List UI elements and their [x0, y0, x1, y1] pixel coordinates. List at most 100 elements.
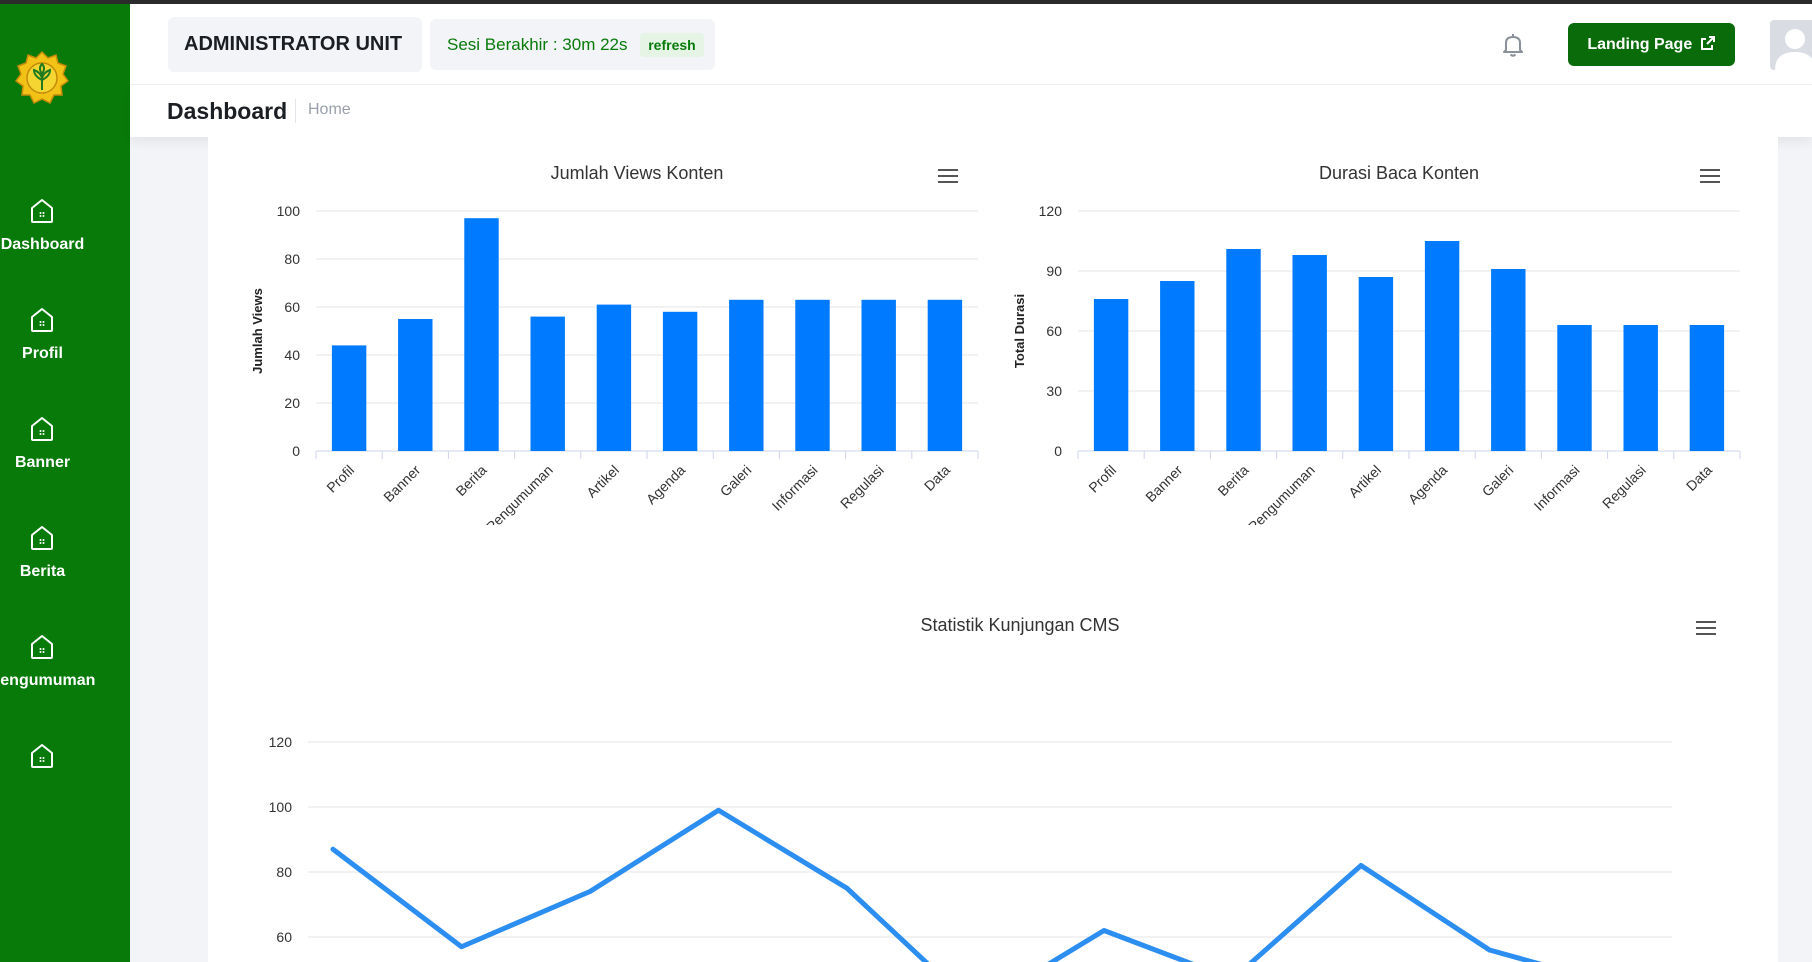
- bar: [1623, 325, 1658, 451]
- bar: [1557, 325, 1592, 451]
- bar: [729, 299, 764, 451]
- chart-title: Statistik Kunjungan CMS: [920, 615, 1119, 635]
- sidebar-item-more[interactable]: [0, 739, 130, 835]
- bar: [1160, 281, 1195, 451]
- y-tick-label: 100: [277, 203, 301, 219]
- x-tick-label: Artikel: [583, 462, 622, 501]
- avatar[interactable]: [1770, 20, 1812, 70]
- sidebar-item-banner[interactable]: Banner: [0, 412, 130, 508]
- x-tick-label: Data: [921, 462, 953, 494]
- visits-line-chart: Statistik Kunjungan CMS406080100120: [269, 615, 1716, 962]
- dashboard-charts-card: Jumlah Views Konten 0 20 40 60 80 100 Jumlah Vi…: [208, 137, 1778, 962]
- home-icon: [31, 744, 53, 768]
- x-tick-label: Artikel: [1345, 462, 1384, 501]
- x-tick-label: Regulasi: [837, 462, 887, 512]
- y-tick-label: 60: [1046, 323, 1062, 339]
- x-tick-label: Berita: [1214, 462, 1251, 499]
- y-tick-label: 60: [284, 299, 300, 315]
- x-tick-label: Agenda: [643, 462, 689, 508]
- y-tick-label: 80: [276, 864, 292, 880]
- bell-icon[interactable]: [1498, 30, 1528, 60]
- y-tick-label: 0: [292, 443, 300, 459]
- chart-title: Jumlah Views Konten: [551, 163, 724, 183]
- bar: [464, 218, 499, 451]
- ministry-logo[interactable]: [14, 50, 70, 106]
- home-icon: [31, 417, 53, 441]
- session-time: 30m 22s: [562, 35, 628, 54]
- bar: [1689, 325, 1725, 451]
- window-top-border: [0, 0, 1812, 4]
- bar: [1424, 241, 1460, 451]
- x-tick-label: Profil: [1085, 462, 1119, 496]
- bar: [795, 299, 830, 451]
- home-icon: [31, 308, 53, 332]
- sidebar-item-label: Pengumuman: [0, 672, 96, 689]
- bar: [596, 304, 632, 451]
- bar: [662, 311, 698, 451]
- y-axis-title: Jumlah Views: [250, 288, 265, 374]
- external-link-icon: [1700, 36, 1715, 50]
- sidebar-item-label: Dashboard: [0, 236, 85, 253]
- sidebar-item-pengumuman[interactable]: Pengumuman: [0, 630, 130, 726]
- landing-page-button[interactable]: Landing Page: [1568, 23, 1735, 66]
- y-tick-label: 30: [1046, 383, 1062, 399]
- refresh-button[interactable]: refresh: [640, 33, 704, 57]
- session-label: Sesi Berakhir :: [447, 35, 558, 54]
- unit-title: ADMINISTRATOR UNIT: [168, 17, 422, 72]
- sidebar: Dashboard Profil Banner Berita Pengumuma…: [0, 4, 130, 962]
- x-tick-label: Agenda: [1405, 462, 1451, 508]
- duration-bar-chart: Durasi Baca Konten 0 30 60 90 120 Total Durasi…: [1012, 163, 1741, 525]
- x-tick-label: Banner: [1142, 462, 1185, 505]
- bar: [861, 299, 896, 451]
- sidebar-item-dashboard[interactable]: Dashboard: [0, 194, 130, 290]
- x-tick-label: Data: [1683, 462, 1715, 494]
- y-tick-label: 120: [1039, 203, 1063, 219]
- home-icon: [31, 526, 53, 550]
- sidebar-item-label: Berita: [19, 563, 66, 580]
- page-title: Dashboard: [167, 98, 288, 124]
- y-tick-label: 60: [276, 929, 292, 945]
- x-tick-label: Profil: [323, 462, 357, 496]
- landing-page-label: Landing Page: [1587, 36, 1693, 53]
- top-header: ADMINISTRATOR UNIT Sesi Berakhir : 30m 2…: [130, 4, 1812, 85]
- x-tick-label: Berita: [452, 462, 489, 499]
- chart-menu-icon[interactable]: [1700, 169, 1720, 183]
- x-tick-label: Galeri: [1479, 462, 1517, 500]
- bar: [398, 319, 433, 451]
- bar: [331, 345, 367, 451]
- x-tick-label: Galeri: [717, 462, 755, 500]
- y-tick-label: 100: [269, 799, 293, 815]
- y-tick-label: 90: [1046, 263, 1062, 279]
- bar: [1292, 255, 1327, 451]
- bar: [1358, 277, 1394, 451]
- sidebar-item-profil[interactable]: Profil: [0, 303, 130, 399]
- y-tick-label: 20: [284, 395, 300, 411]
- x-tick-label: Pengumuman: [1245, 462, 1318, 525]
- x-tick-label: Pengumuman: [483, 462, 556, 525]
- bar: [1226, 249, 1261, 451]
- bar: [1093, 299, 1129, 451]
- chart-title: Durasi Baca Konten: [1319, 163, 1479, 183]
- y-tick-label: 40: [284, 347, 300, 363]
- x-tick-label: Informasi: [1531, 462, 1583, 514]
- session-indicator: Sesi Berakhir : 30m 22s refresh: [430, 19, 715, 70]
- bar: [530, 316, 565, 451]
- y-tick-label: 0: [1054, 443, 1062, 459]
- sidebar-item-label: Profil: [22, 345, 63, 362]
- home-icon: [31, 199, 53, 223]
- chart-menu-icon[interactable]: [1696, 621, 1716, 635]
- y-tick-label: 80: [284, 251, 300, 267]
- y-tick-label: 120: [269, 734, 293, 750]
- series-line: [330, 807, 1542, 962]
- bar: [927, 299, 963, 451]
- breadcrumb: Dashboard Home: [130, 85, 1812, 137]
- views-bar-chart: Jumlah Views Konten 0 20 40 60 80 100 Jumlah Vi…: [250, 163, 979, 525]
- chart-menu-icon[interactable]: [938, 169, 958, 183]
- sidebar-item-berita[interactable]: Berita: [0, 521, 130, 617]
- user-avatar-icon: [1775, 29, 1812, 70]
- breadcrumb-divider: [295, 99, 296, 123]
- x-tick-label: Regulasi: [1599, 462, 1649, 512]
- x-tick-label: Informasi: [769, 462, 821, 514]
- breadcrumb-home-link[interactable]: Home: [308, 101, 351, 118]
- sidebar-item-label: Banner: [14, 454, 71, 471]
